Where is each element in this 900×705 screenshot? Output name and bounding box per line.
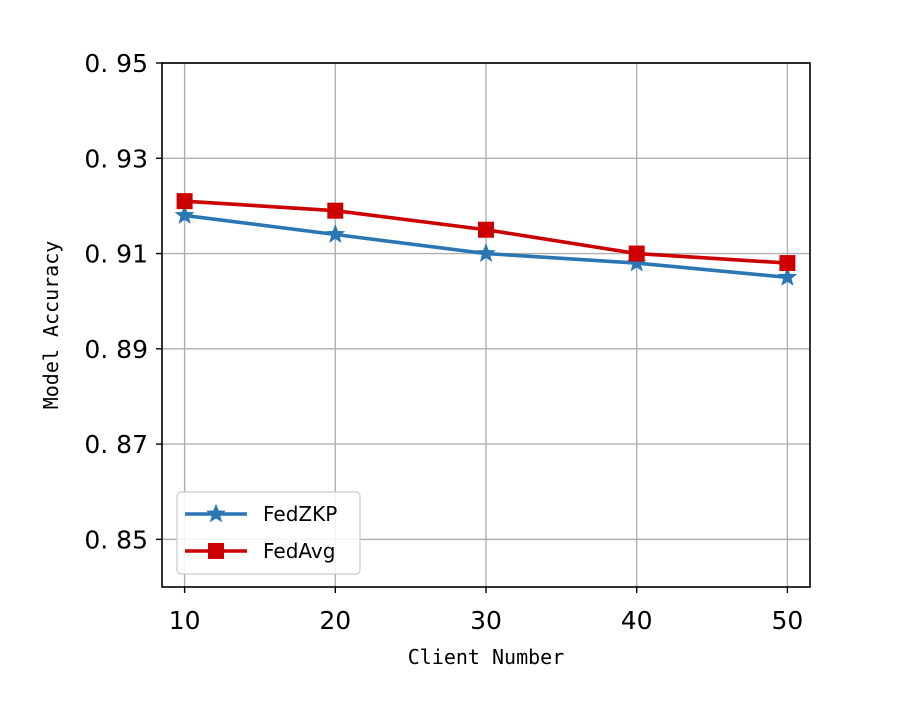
x-tick-label: 10 — [169, 606, 201, 635]
series-fedavg — [176, 193, 796, 272]
data-point — [777, 266, 798, 286]
data-point — [628, 245, 645, 262]
legend-marker — [206, 503, 226, 523]
legend-entry: FedZKP — [185, 502, 337, 526]
data-point — [476, 243, 496, 262]
y-tick-label: 0. 85 — [84, 525, 148, 554]
data-point — [325, 224, 346, 243]
legend-marker — [208, 543, 224, 559]
data-series — [174, 193, 798, 286]
x-tick-label: 30 — [470, 606, 502, 635]
y-tick-label: 0. 89 — [84, 335, 148, 364]
data-point — [176, 193, 193, 210]
legend-label: FedAvg — [263, 539, 335, 563]
legend-entry: FedAvg — [185, 539, 335, 563]
x-tick-label: 50 — [771, 606, 803, 635]
x-axis-label: Client Number — [408, 645, 565, 669]
y-tick-label: 0. 87 — [84, 430, 148, 459]
y-tick-label: 0. 95 — [84, 49, 148, 78]
data-point — [779, 255, 796, 272]
y-tick-label: 0. 93 — [84, 144, 148, 173]
legend-label: FedZKP — [263, 502, 337, 526]
legend: FedZKP FedAvg — [176, 491, 361, 575]
axis-ticks: 10 20 30 40 50 0. 85 0. 87 0. 89 0. 91 0. 93 0. 95 — [84, 49, 803, 635]
x-tick-label: 20 — [319, 606, 351, 635]
data-point — [174, 205, 195, 224]
data-point — [478, 221, 494, 238]
data-point — [327, 202, 344, 219]
y-axis-label: Model Accuracy — [39, 241, 63, 410]
x-tick-label: 40 — [621, 606, 653, 635]
y-tick-label: 0. 91 — [84, 240, 148, 269]
